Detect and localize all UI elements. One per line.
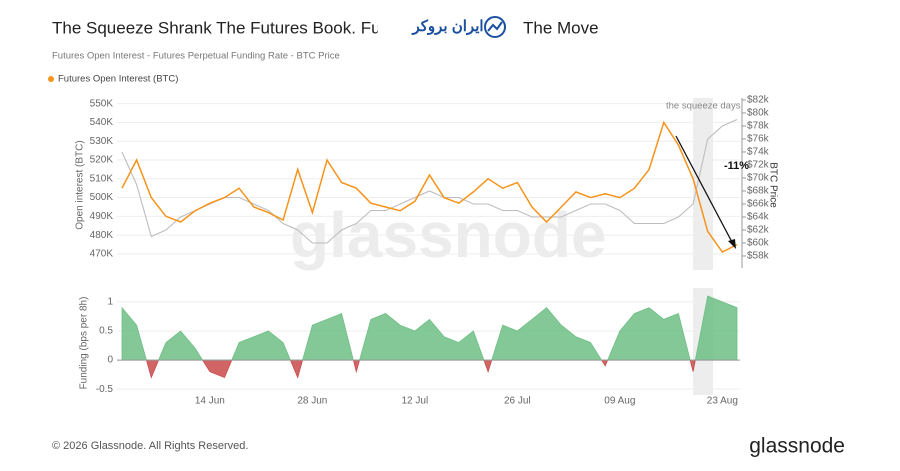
y2-tick-label: $78k bbox=[747, 121, 770, 132]
y-tick-label: 540K bbox=[90, 117, 114, 128]
y2-tick-label: $82k bbox=[747, 95, 770, 106]
y2-tick-label: $80k bbox=[747, 108, 770, 119]
y-tick-label: 0.5 bbox=[99, 326, 113, 337]
y-axis-label: Funding (bps per 8h) bbox=[79, 297, 90, 390]
logo-text: ایران بروکر bbox=[411, 18, 483, 35]
y-axis-label: Open interest (BTC) bbox=[75, 140, 86, 229]
chart-title: The Squeeze Shrank The Futures Book. Fun bbox=[52, 18, 390, 37]
y2-tick-label: $62k bbox=[747, 225, 770, 236]
y-tick-label: 530K bbox=[90, 136, 114, 147]
squeeze-band bbox=[693, 98, 713, 270]
footer-brand: glassnode bbox=[749, 435, 845, 458]
logo: ایران بروکر bbox=[378, 12, 508, 44]
annotation: the squeeze days bbox=[666, 101, 741, 112]
y-tick-label: 470K bbox=[90, 249, 114, 260]
x-tick-label: 23 Aug bbox=[707, 396, 738, 407]
y-tick-label: 510K bbox=[90, 173, 114, 184]
y-tick-label: 550K bbox=[90, 98, 114, 109]
x-tick-label: 09 Aug bbox=[604, 396, 635, 407]
annotation-arrow bbox=[675, 135, 734, 245]
y2-tick-label: $68k bbox=[747, 186, 770, 197]
y-tick-label: 0 bbox=[107, 355, 113, 366]
y-tick-label: 500K bbox=[90, 192, 114, 203]
y-tick-label: -0.5 bbox=[96, 384, 114, 395]
x-tick-label: 28 Jun bbox=[297, 396, 327, 407]
y2-tick-label: $66k bbox=[747, 199, 770, 210]
annotation: -11% bbox=[724, 160, 749, 172]
y2-tick-label: $60k bbox=[747, 238, 770, 249]
x-tick-label: 26 Jul bbox=[504, 396, 531, 407]
y2-axis-label: BTC Price bbox=[767, 162, 778, 208]
y2-tick-label: $64k bbox=[747, 212, 770, 223]
series-line bbox=[121, 120, 738, 253]
y2-tick-label: $76k bbox=[747, 134, 770, 145]
plots: 470K 480K 490K 500K 510K 520K 530K 540K 550K $58k… bbox=[90, 95, 770, 407]
y2-tick-label: $58k bbox=[747, 251, 770, 262]
legend-label: Futures Open Interest (BTC) bbox=[58, 74, 178, 85]
y-tick-label: 520K bbox=[90, 155, 114, 166]
arrow-head bbox=[728, 239, 736, 249]
y-tick-label: 1 bbox=[107, 297, 113, 308]
y2-tick-label: $74k bbox=[747, 147, 770, 158]
footer-copyright: © 2026 Glassnode. All Rights Reserved. bbox=[52, 440, 248, 452]
x-tick-label: 12 Jul bbox=[402, 396, 429, 407]
subtitle: Futures Open Interest - Futures Perpetua… bbox=[52, 51, 340, 62]
funding-area bbox=[121, 295, 738, 379]
y-tick-label: 480K bbox=[90, 230, 114, 241]
y2-tick-label: $70k bbox=[747, 173, 770, 184]
x-tick-label: 14 Jun bbox=[195, 396, 225, 407]
legend-marker bbox=[48, 76, 54, 82]
y2-tick-label: $72k bbox=[747, 160, 770, 171]
chart-title: The Move bbox=[523, 18, 599, 37]
y-tick-label: 490K bbox=[90, 211, 114, 222]
